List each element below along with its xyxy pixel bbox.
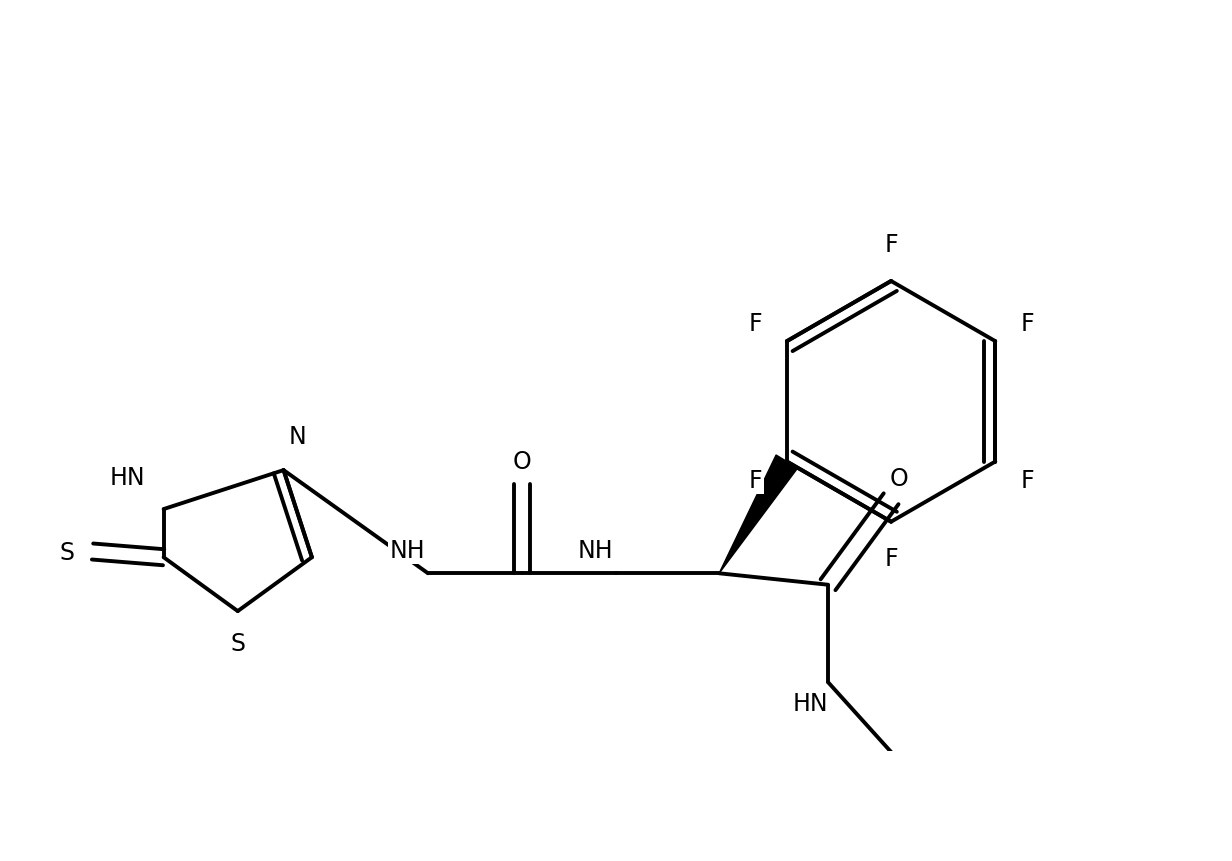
- Text: S: S: [230, 631, 245, 655]
- Text: F: F: [885, 547, 898, 571]
- Text: HN: HN: [793, 691, 829, 715]
- Text: NH: NH: [389, 539, 425, 563]
- Text: F: F: [748, 312, 761, 336]
- Text: F: F: [1020, 468, 1034, 492]
- Text: HN: HN: [110, 466, 144, 489]
- Text: S: S: [60, 540, 75, 564]
- Text: N: N: [288, 424, 307, 449]
- Text: O: O: [890, 467, 908, 491]
- Text: F: F: [885, 233, 898, 257]
- Text: F: F: [1020, 312, 1034, 336]
- Text: NH: NH: [578, 539, 614, 563]
- Text: F: F: [748, 468, 761, 492]
- Polygon shape: [719, 455, 797, 573]
- Text: O: O: [513, 449, 531, 474]
